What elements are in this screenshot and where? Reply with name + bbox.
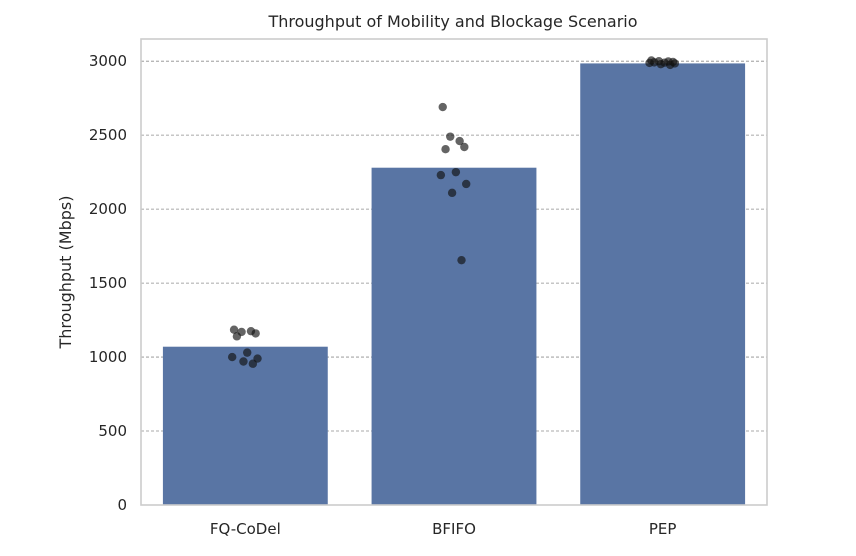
data-point — [447, 188, 457, 198]
data-point — [243, 348, 252, 357]
data-point — [436, 170, 446, 180]
data-point — [462, 179, 471, 189]
data-point — [457, 255, 466, 265]
data-point — [451, 167, 461, 177]
y-tick-label: 500 — [98, 422, 127, 440]
data-point — [446, 132, 455, 141]
data-point — [656, 59, 665, 69]
y-tick-label: 1000 — [89, 348, 127, 366]
data-point — [229, 325, 239, 334]
data-point — [227, 352, 237, 362]
y-tick-label: 2500 — [89, 126, 127, 144]
chart-title: Throughput of Mobility and Blockage Scen… — [267, 12, 637, 31]
y-tick-labels: 0 500 1000 1500 2000 2500 3000 — [89, 52, 127, 514]
data-point — [438, 102, 447, 112]
data-point — [645, 58, 654, 68]
y-tick-label: 0 — [117, 496, 127, 514]
data-point — [455, 136, 464, 146]
strip-points — [227, 56, 680, 368]
x-tick-label: PEP — [649, 520, 677, 538]
bar-fq-codel — [162, 346, 328, 505]
bars — [162, 63, 746, 506]
data-point — [460, 142, 469, 152]
x-tick-label: FQ-CoDel — [210, 520, 281, 538]
data-point — [248, 359, 258, 368]
data-point — [441, 145, 450, 154]
bar-pep — [580, 63, 746, 506]
y-axis-label: Throughput (Mbps) — [56, 196, 75, 350]
bar-bfifo — [371, 167, 537, 505]
data-point — [232, 332, 242, 341]
data-point — [665, 60, 675, 70]
data-point — [251, 329, 260, 338]
x-tick-labels: FQ-CoDel BFIFO PEP — [210, 520, 677, 538]
x-tick-label: BFIFO — [432, 520, 476, 538]
y-tick-label: 1500 — [89, 274, 127, 292]
y-tick-label: 2000 — [89, 200, 127, 218]
data-point — [239, 357, 248, 366]
plot-frame — [140, 38, 768, 506]
y-tick-label: 3000 — [89, 52, 127, 70]
